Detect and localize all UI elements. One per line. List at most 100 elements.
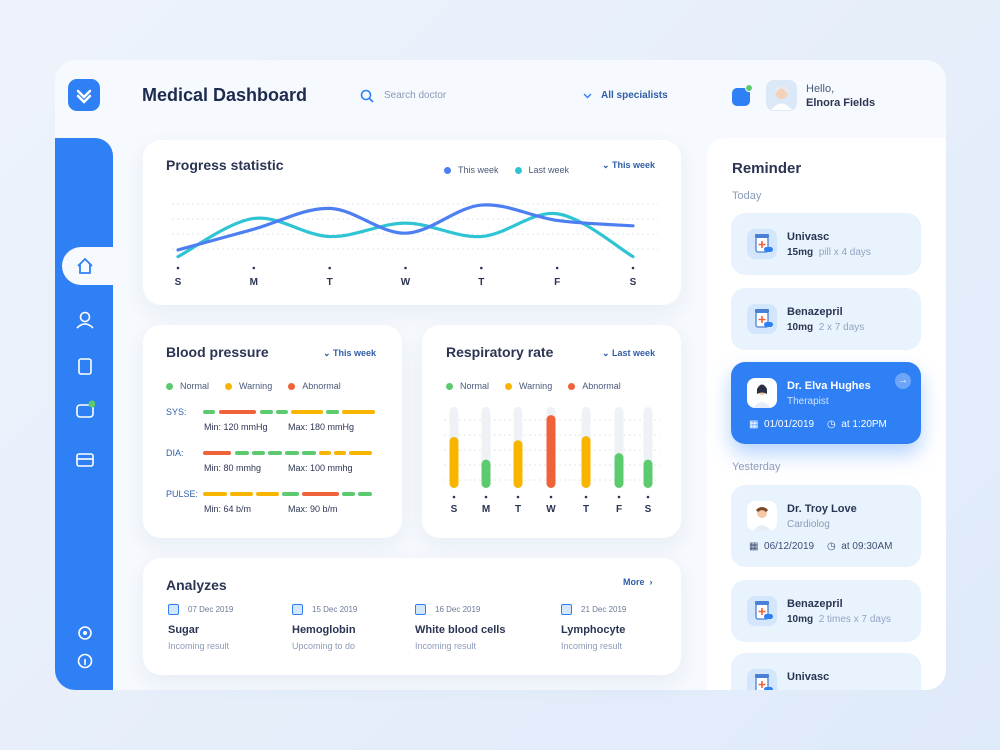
nav-icons[interactable] — [75, 309, 95, 479]
bar — [481, 459, 491, 488]
period: Last week — [612, 348, 656, 358]
max-value: Max: 180 mmHg — [288, 422, 355, 432]
analyze-name: Hemoglobin — [292, 624, 356, 636]
blood-pressure-card — [143, 325, 402, 538]
medication-card[interactable]: Benazepril 10mg 2 times x 7 days — [731, 580, 921, 642]
analyze-status: Upcoming to do — [292, 641, 356, 651]
pill-icon — [747, 304, 777, 334]
page-title: Medical Dashboard — [142, 85, 308, 105]
appointment-card[interactable]: Dr. Troy Love Cardiolog ▦ 06/12/2019 ◷ a… — [731, 485, 921, 567]
avatar-image — [771, 85, 792, 110]
specialist-filter[interactable]: All specialists — [601, 90, 668, 101]
legend-item: Last week — [514, 165, 569, 175]
level-segment — [230, 492, 253, 496]
period: This week — [333, 348, 377, 358]
row-label: PULSE: — [166, 489, 199, 499]
level-segment — [302, 492, 339, 496]
legend-dot — [505, 383, 513, 390]
line-series — [176, 203, 635, 252]
x-tick-label: M — [250, 277, 258, 288]
analyze-name: White blood cells — [415, 624, 506, 636]
appointment-date: ▦ 06/12/2019 — [749, 541, 815, 552]
open-arrow[interactable]: → — [895, 373, 911, 389]
tick-dot — [549, 495, 553, 499]
user-name: Elnora Fields — [806, 97, 876, 109]
dose: 10mg — [787, 322, 814, 333]
line-series — [176, 211, 635, 259]
section-label: Today — [732, 190, 762, 202]
bar — [513, 440, 523, 488]
card-title: Analyzes — [166, 577, 227, 593]
notification-button[interactable] — [732, 84, 753, 106]
level-segment — [302, 451, 316, 455]
more-link[interactable]: More › — [623, 577, 653, 587]
x-tick-label: T — [327, 277, 333, 288]
doctor-role: Therapist — [787, 396, 829, 407]
card-title: Progress statistic — [166, 157, 284, 173]
legend-item: Normal — [166, 381, 209, 391]
period-dropdown[interactable]: ⌄ This week — [602, 160, 656, 170]
medication-card[interactable]: Benazepril 10mg 2 x 7 days — [731, 288, 921, 350]
pill-icon — [747, 596, 777, 626]
settings-info-icons[interactable] — [75, 624, 95, 670]
analyze-status: Incoming result — [561, 641, 623, 651]
doctor-role: Cardiolog — [787, 519, 830, 530]
x-tick-label: S — [451, 504, 458, 515]
legend-dot — [444, 167, 451, 174]
x-tick-label: S — [175, 277, 182, 288]
legend-item: Warning — [505, 381, 552, 391]
pill-icon — [747, 229, 777, 259]
analyze-date: 15 Dec 2019 — [312, 605, 358, 614]
level-segment — [235, 451, 249, 455]
med-name: Univasc — [787, 231, 830, 243]
med-dose: 10mg 2 x 7 days — [787, 322, 864, 333]
level-segment — [282, 492, 299, 496]
schedule: 2 x 7 days — [818, 322, 865, 333]
appointment-card[interactable]: Dr. Elva Hughes Therapist → ▦ 01/01/2019… — [731, 362, 921, 444]
level-segment — [342, 410, 375, 414]
x-tick-label: F — [554, 277, 560, 288]
level-segment — [291, 410, 323, 414]
tick-dot — [176, 266, 180, 270]
doctor-avatar — [747, 378, 777, 408]
analyze-date: 07 Dec 2019 — [188, 605, 234, 614]
x-tick-label: W — [401, 277, 411, 288]
schedule: pill x 4 days — [818, 247, 871, 258]
period-dropdown[interactable]: ⌄ Last week — [602, 348, 656, 358]
analyzes-card — [143, 558, 681, 675]
logo[interactable] — [68, 79, 100, 111]
medication-card[interactable]: Univasc — [731, 653, 921, 690]
search-icon — [360, 89, 374, 103]
tick-dot — [555, 266, 559, 270]
level-segment — [203, 492, 227, 496]
row-label: DIA: — [166, 448, 184, 458]
x-tick-label: M — [482, 504, 490, 515]
period-dropdown[interactable]: ⌄ This week — [323, 348, 377, 358]
tick-dot — [646, 495, 650, 499]
search-bar[interactable]: Search doctor All specialists — [345, 78, 685, 114]
logo-icon — [76, 89, 92, 104]
pill-bottle — [755, 674, 773, 690]
pill-bottle — [755, 601, 773, 620]
pill-icon — [747, 669, 777, 690]
user-avatar[interactable] — [766, 80, 797, 111]
tick-dot — [584, 495, 588, 499]
nav-home[interactable] — [62, 247, 120, 285]
analyze-name: Lymphocyte — [561, 624, 626, 636]
level-segment — [219, 410, 256, 414]
legend: Normal Warning Abnormal — [446, 376, 637, 394]
x-tick-label: S — [630, 277, 637, 288]
bar — [643, 459, 653, 488]
level-segment — [260, 410, 273, 414]
legend-dot — [225, 383, 233, 390]
min-value: Min: 64 b/m — [204, 504, 252, 514]
med-name: Univasc — [787, 671, 830, 683]
level-segment — [349, 451, 372, 455]
level-segment — [319, 451, 331, 455]
medication-card[interactable]: Univasc 15mg pill x 4 days — [731, 213, 921, 275]
analyze-name: Sugar — [168, 624, 200, 636]
level-segment — [334, 451, 346, 455]
x-tick-label: T — [515, 504, 521, 515]
